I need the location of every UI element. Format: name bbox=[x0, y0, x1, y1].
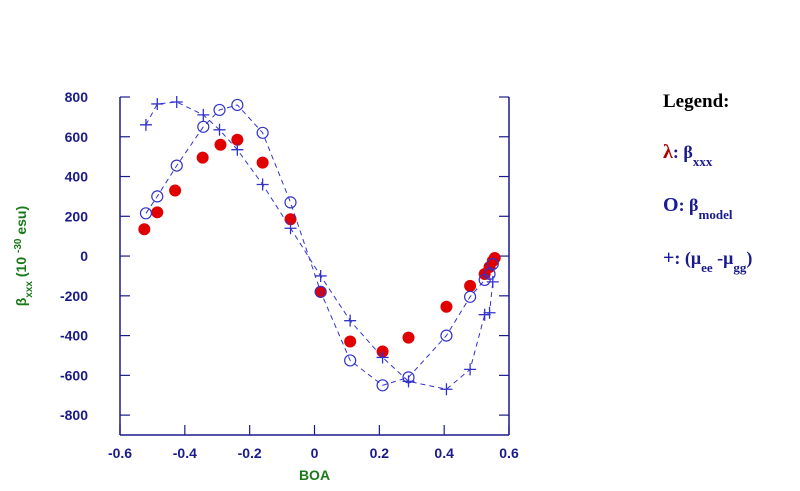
point bbox=[256, 126, 269, 139]
text-part: gg bbox=[733, 260, 747, 275]
text-part: β bbox=[13, 297, 29, 306]
y-tick-label: 0 bbox=[80, 248, 88, 264]
x-tick-label: 0.2 bbox=[370, 445, 390, 461]
y-tick-label: -400 bbox=[60, 328, 88, 344]
text-part: esu) bbox=[13, 206, 29, 239]
point bbox=[344, 314, 357, 327]
text-part: xxx bbox=[693, 154, 713, 169]
point bbox=[256, 178, 269, 191]
point bbox=[440, 329, 453, 342]
point bbox=[151, 206, 164, 219]
x-tick-label: 0.4 bbox=[434, 445, 454, 461]
point bbox=[231, 98, 244, 112]
point bbox=[440, 383, 453, 396]
point bbox=[139, 118, 152, 131]
legend-entry: O: βmodel bbox=[663, 194, 733, 222]
point bbox=[376, 351, 389, 364]
point bbox=[464, 279, 477, 292]
point bbox=[170, 159, 183, 172]
x-tick-label: 0.6 bbox=[499, 445, 519, 461]
point bbox=[464, 290, 477, 303]
x-tick-label: -0.2 bbox=[238, 445, 262, 461]
point bbox=[486, 275, 499, 288]
point bbox=[464, 363, 477, 376]
legend-title: Legend: bbox=[663, 91, 730, 112]
point bbox=[314, 269, 327, 282]
point bbox=[169, 184, 182, 197]
point bbox=[483, 306, 496, 319]
point bbox=[151, 190, 164, 203]
text-part: model bbox=[699, 207, 733, 222]
point bbox=[151, 97, 164, 110]
y-tick-label: -600 bbox=[60, 367, 88, 383]
point bbox=[478, 308, 491, 321]
text-part: : β bbox=[673, 142, 693, 162]
point bbox=[256, 156, 269, 169]
point bbox=[197, 120, 210, 133]
point bbox=[213, 103, 226, 117]
y-tick-label: 400 bbox=[65, 169, 89, 185]
legend-symbol: O bbox=[663, 194, 679, 216]
legend-symbol: λ bbox=[663, 141, 673, 163]
series-line bbox=[145, 104, 494, 386]
y-tick-label: 600 bbox=[65, 129, 89, 145]
text-part: xxx bbox=[24, 281, 35, 298]
point bbox=[138, 223, 151, 236]
text-part: (10 bbox=[13, 253, 29, 281]
point bbox=[284, 222, 297, 235]
point bbox=[402, 331, 415, 344]
y-tick-label: -800 bbox=[60, 407, 88, 423]
point bbox=[197, 108, 210, 121]
point bbox=[213, 123, 226, 136]
text-part: μ bbox=[691, 248, 701, 268]
point bbox=[196, 151, 209, 164]
point bbox=[284, 213, 297, 226]
point bbox=[139, 207, 153, 220]
text-part: -30 bbox=[13, 238, 24, 253]
x-tick-label: -0.4 bbox=[173, 445, 197, 461]
series-line bbox=[145, 101, 494, 390]
point bbox=[440, 300, 453, 313]
point bbox=[402, 375, 415, 388]
x-tick-label: 0 bbox=[311, 445, 319, 461]
y-axis-title: βxxx (10 -30 esu) bbox=[13, 206, 35, 306]
point bbox=[170, 95, 183, 108]
text-part: ee bbox=[701, 260, 713, 275]
point bbox=[488, 252, 501, 265]
point bbox=[231, 143, 244, 156]
point bbox=[314, 285, 327, 298]
x-axis-title: BOA bbox=[299, 467, 330, 483]
legend-entry: +: (μee -μgg) bbox=[663, 247, 752, 275]
text-part: -μ bbox=[713, 248, 734, 268]
y-tick-label: 800 bbox=[65, 89, 89, 105]
legend-entry: λ: βxxx bbox=[663, 141, 713, 169]
point bbox=[344, 335, 357, 348]
y-tick-label: 200 bbox=[65, 208, 89, 224]
text-part: ) bbox=[746, 248, 752, 269]
text-part: : ( bbox=[674, 248, 691, 269]
x-tick-label: -0.6 bbox=[108, 445, 132, 461]
legend-symbol: + bbox=[663, 247, 674, 269]
point bbox=[486, 257, 499, 271]
point bbox=[284, 196, 297, 209]
point bbox=[214, 138, 227, 151]
y-tick-label: -200 bbox=[60, 288, 88, 304]
point bbox=[376, 379, 389, 392]
point bbox=[344, 354, 357, 367]
point bbox=[231, 133, 244, 146]
text-part: : β bbox=[679, 195, 699, 215]
